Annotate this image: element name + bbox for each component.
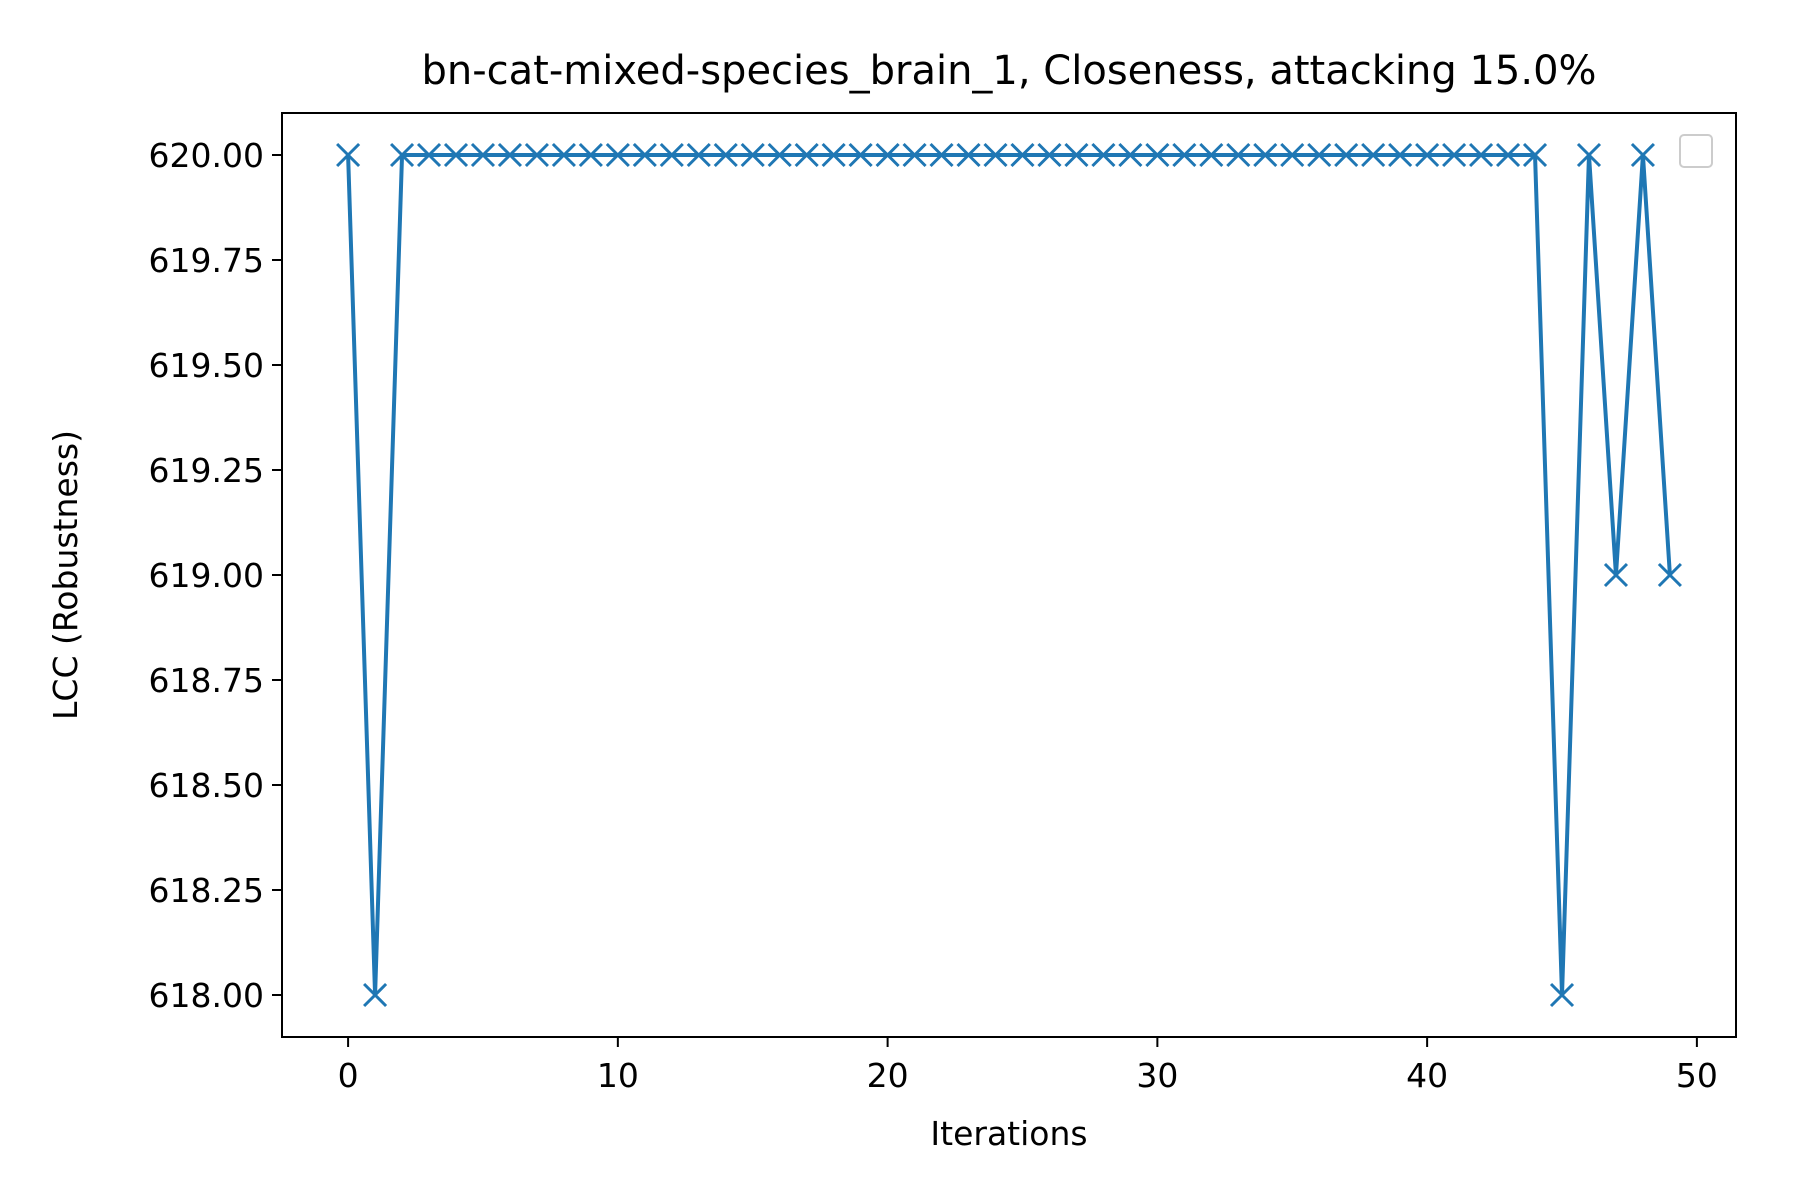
- y-tick-label: 620.00: [149, 136, 264, 175]
- data-point-marker: [578, 142, 603, 168]
- data-point-marker: [1576, 142, 1602, 168]
- data-point-marker: [1549, 982, 1575, 1008]
- x-tick-label: 20: [867, 1056, 909, 1095]
- y-tick-label: 619.00: [149, 556, 264, 595]
- data-point-marker: [1226, 142, 1251, 168]
- data-point-marker: [605, 142, 630, 168]
- data-point-marker: [848, 142, 873, 168]
- data-point-marker: [956, 142, 981, 168]
- data-point-marker: [740, 142, 765, 168]
- x-tick-label: 40: [1406, 1056, 1448, 1095]
- x-tick-label: 0: [338, 1056, 359, 1095]
- x-tick-label: 30: [1136, 1056, 1178, 1095]
- data-point-marker: [1469, 142, 1494, 168]
- data-point-marker: [1145, 142, 1170, 168]
- data-point-marker: [389, 142, 415, 168]
- data-point-marker: [1199, 142, 1224, 168]
- data-point-marker: [1657, 562, 1682, 588]
- data-point-marker: [767, 142, 792, 168]
- x-axis-label: Iterations: [930, 1114, 1087, 1153]
- y-axis-label: LCC (Robustness): [46, 430, 85, 720]
- data-point-marker: [1442, 142, 1467, 168]
- data-point-marker: [416, 142, 442, 168]
- data-point-marker: [1118, 142, 1143, 168]
- data-point-marker: [1334, 142, 1359, 168]
- data-point-marker: [902, 142, 927, 168]
- y-tick-label: 619.50: [149, 346, 264, 385]
- data-point-marker: [1037, 142, 1062, 168]
- data-point-marker: [1064, 142, 1089, 168]
- marker-layer: [336, 142, 1682, 1008]
- data-point-marker: [1307, 142, 1332, 168]
- data-point-marker: [470, 142, 496, 168]
- y-tick-label: 619.75: [149, 241, 264, 280]
- data-point-marker: [1522, 142, 1548, 168]
- data-point-marker: [336, 142, 361, 168]
- data-point-marker: [524, 142, 549, 168]
- data-point-marker: [686, 142, 711, 168]
- data-point-marker: [1172, 142, 1197, 168]
- data-point-marker: [1091, 142, 1116, 168]
- data-point-marker: [1388, 142, 1413, 168]
- data-point-marker: [713, 142, 738, 168]
- data-point-marker: [929, 142, 954, 168]
- y-tick-label: 618.25: [149, 871, 264, 910]
- data-point-marker: [659, 142, 684, 168]
- data-point-marker: [1280, 142, 1305, 168]
- y-tick-label: 619.25: [149, 451, 264, 490]
- x-tick-label: 50: [1676, 1056, 1718, 1095]
- data-point-marker: [1361, 142, 1386, 168]
- data-point-marker: [1010, 142, 1035, 168]
- data-point-marker: [497, 142, 523, 168]
- data-point-marker: [1415, 142, 1440, 168]
- data-point-marker: [1253, 142, 1278, 168]
- data-point-marker: [821, 142, 846, 168]
- y-tick-label: 618.50: [149, 766, 264, 805]
- plot-frame: [281, 112, 1737, 1038]
- y-axis-ticks: 618.00 618.25 618.50 618.75 619.00 619.25 619.…: [149, 136, 282, 1015]
- y-tick-label: 618.75: [149, 661, 264, 700]
- data-point-marker: [363, 982, 388, 1008]
- x-axis-ticks: 0 10 20 30 40 50: [338, 1037, 1718, 1095]
- series-layer: [346, 153, 1672, 997]
- legend-box: [1679, 134, 1713, 168]
- series-line: [346, 153, 1672, 997]
- data-point-marker: [443, 142, 469, 168]
- data-point-marker: [1630, 142, 1655, 168]
- x-tick-label: 10: [597, 1056, 639, 1095]
- data-point-marker: [632, 142, 657, 168]
- data-point-marker: [551, 142, 576, 168]
- data-point-marker: [875, 142, 900, 168]
- data-point-marker: [1495, 142, 1521, 168]
- data-point-marker: [1603, 562, 1629, 588]
- y-tick-label: 618.00: [149, 976, 264, 1015]
- chart-title: bn-cat-mixed-species_brain_1, Closeness,…: [421, 48, 1596, 94]
- data-point-marker: [794, 142, 819, 168]
- data-point-marker: [983, 142, 1008, 168]
